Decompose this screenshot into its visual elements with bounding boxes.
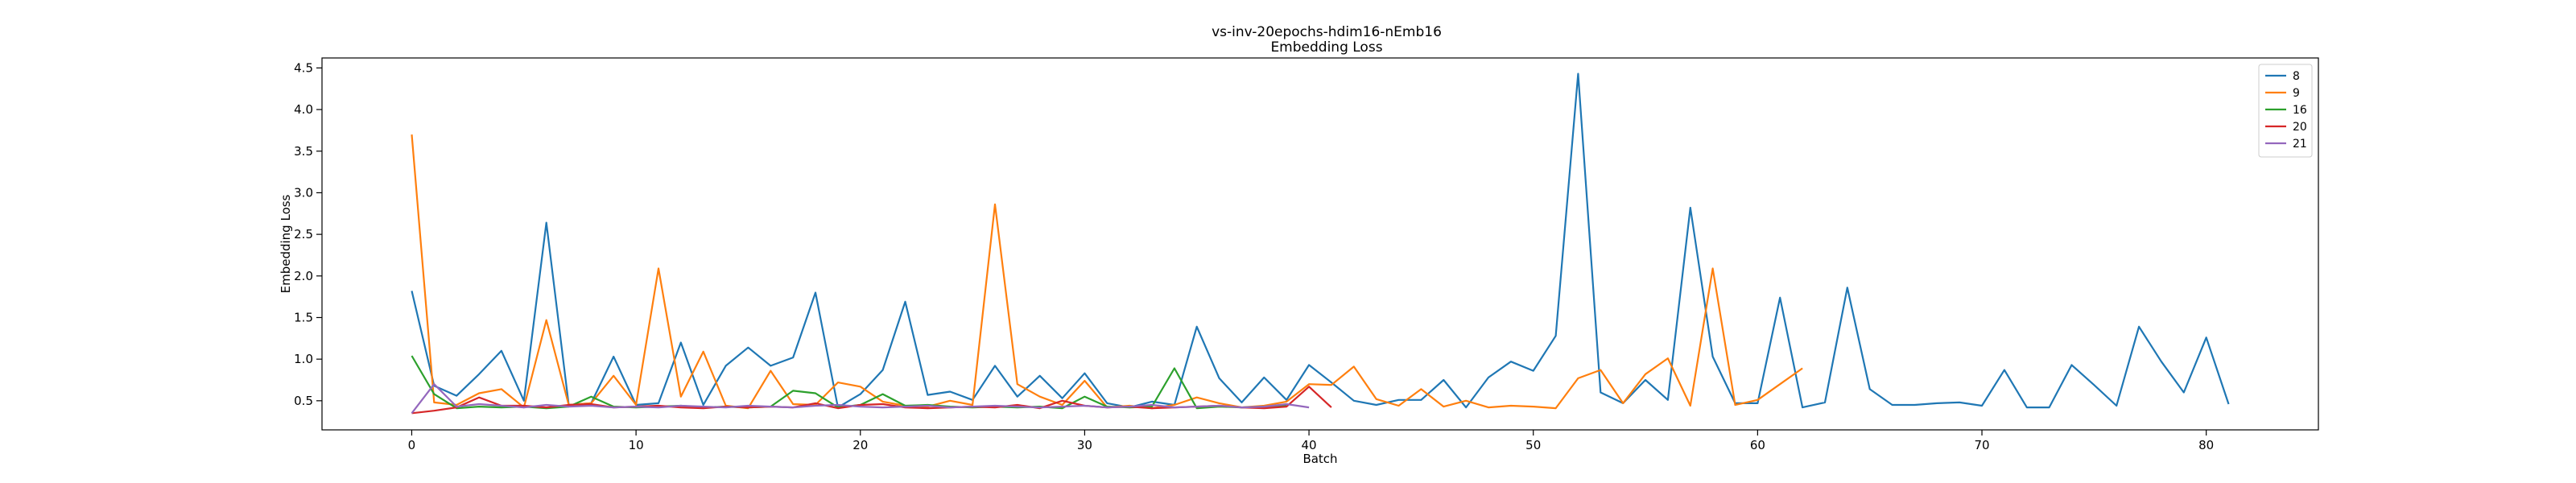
x-tick-label: 50 bbox=[1525, 438, 1541, 452]
y-tick-label: 1.5 bbox=[294, 310, 313, 324]
legend-label-20: 20 bbox=[2293, 121, 2307, 134]
plot-frame bbox=[321, 57, 2319, 431]
series-line-8 bbox=[411, 72, 2230, 409]
chart-title: vs-inv-20epochs-hdim16-nEmb16 bbox=[1212, 24, 1442, 40]
legend-label-16: 16 bbox=[2293, 104, 2307, 117]
series-line-21 bbox=[411, 383, 1310, 414]
y-axis-ticks: 0.5 1.0 1.5 2.0 2.5 3.0 3.5 4.0 4.5 bbox=[294, 60, 322, 408]
x-axis-label: Batch bbox=[1302, 452, 1337, 466]
y-tick-label: 3.5 bbox=[294, 144, 313, 159]
x-tick-label: 80 bbox=[2198, 438, 2214, 452]
y-tick-label: 4.0 bbox=[294, 102, 313, 117]
y-tick-label: 2.0 bbox=[294, 269, 313, 283]
y-tick-label: 2.5 bbox=[294, 227, 313, 242]
x-tick-label: 10 bbox=[629, 438, 644, 452]
y-axis-label: Embedding Loss bbox=[279, 194, 293, 293]
x-tick-label: 60 bbox=[1750, 438, 1765, 452]
legend-label-9: 9 bbox=[2293, 87, 2300, 100]
legend-label-21: 21 bbox=[2293, 138, 2307, 151]
y-tick-label: 3.0 bbox=[294, 185, 313, 200]
x-tick-label: 0 bbox=[408, 438, 416, 452]
x-tick-label: 40 bbox=[1302, 438, 1317, 452]
chart-subtitle: Embedding Loss bbox=[1270, 39, 1382, 56]
legend-label-8: 8 bbox=[2293, 70, 2300, 83]
y-tick-label: 4.5 bbox=[294, 60, 313, 75]
y-tick-label: 0.5 bbox=[294, 394, 313, 408]
legend: 8 9 16 20 21 bbox=[2258, 64, 2313, 158]
y-tick-label: 1.0 bbox=[294, 352, 313, 366]
legend-box bbox=[2258, 64, 2313, 158]
plot-lines bbox=[411, 72, 2230, 415]
x-axis-ticks: 0 10 20 30 40 50 60 70 80 bbox=[408, 430, 2214, 452]
x-tick-label: 70 bbox=[1974, 438, 1989, 452]
x-tick-label: 30 bbox=[1077, 438, 1092, 452]
x-tick-label: 20 bbox=[852, 438, 868, 452]
